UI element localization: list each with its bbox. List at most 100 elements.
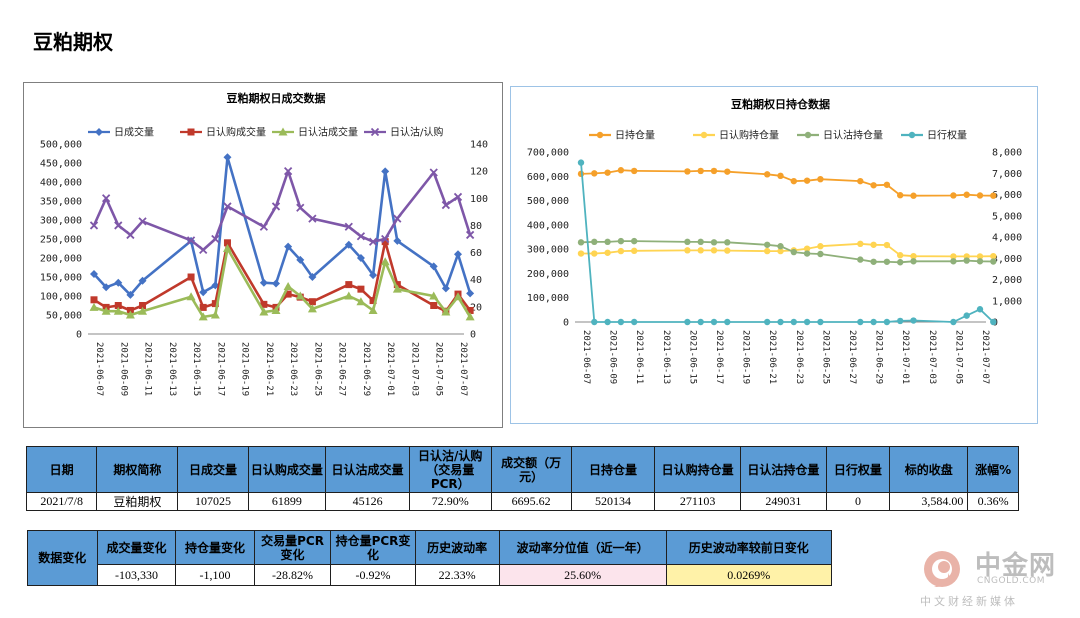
cell-put-oi: 249031 [739,492,827,511]
cell-volume: 107025 [177,492,249,511]
data-point [90,296,98,304]
data-point [356,232,366,241]
x-tick-label: 2021-07-01 [385,342,395,396]
y-right-tick-label: 80 [470,221,482,232]
cell-change-pct: 0.36% [967,492,1019,511]
data-point [604,249,611,256]
data-point [617,318,625,326]
data-point [897,252,904,259]
data-point [260,300,268,308]
data-point [126,290,135,299]
x-tick-label: 2021-06-09 [608,330,618,384]
data-point [101,194,111,203]
y-left-tick-label: 700,000 [527,148,569,159]
data-point [604,238,611,246]
data-point [102,283,111,292]
cell-option-name: 豆粕期权 [96,492,179,511]
y-left-tick-label: 150,000 [40,273,82,284]
data-point [870,318,877,326]
cell-historical-vol: 22.33% [414,564,500,586]
data-point [910,192,917,199]
data-point [803,177,811,184]
th-volume-pcr: 日认沽/认购（交易量PCR） [408,446,492,493]
data-point [466,306,474,314]
data-point [724,247,731,254]
data-point [465,230,475,240]
y-right-tick-label: 3,000 [992,254,1022,265]
data-point [356,254,365,262]
data-point [764,171,771,178]
table-row: 2021/7/8 豆粕期权 107025 61899 45126 72.90% … [25,492,1019,511]
data-point [381,234,390,244]
cell-put-volume: 45126 [325,492,410,511]
data-point [631,318,638,326]
data-point [577,250,585,257]
data-point [591,250,598,257]
data-point [724,239,731,246]
y-right-tick-label: 7,000 [992,169,1022,180]
data-point [114,221,123,230]
y-left-tick-label: 400,000 [527,220,569,231]
th-open-interest: 日持仓量 [570,446,656,493]
legend-marker [278,127,288,136]
data-point [393,214,402,223]
data-point [344,291,354,300]
data-point [296,255,305,264]
data-point [790,318,797,326]
data-point [283,282,293,290]
data-point [710,318,718,326]
table-header-row: 日期 期权简称 日成交量 日认购成交量 日认沽成交量 日认沽/认购（交易量PCR… [25,446,1019,493]
th-turnover: 成交额（万元） [490,446,572,493]
y-right-tick-label: 1,000 [992,296,1022,307]
data-point [631,247,638,255]
th-historical-vol: 历史波动率 [414,530,500,565]
legend-marker [596,131,604,139]
data-point [90,269,98,278]
data-point [138,306,148,315]
data-point [392,284,402,293]
x-tick-label: 2021-06-21 [264,342,274,396]
data-point [764,247,771,255]
th-option-name: 期权简称 [96,446,179,493]
data-point [604,169,611,176]
th-put-volume: 日认沽成交量 [325,446,410,493]
data-point [199,303,207,311]
data-point [114,302,122,309]
series-group [89,167,475,254]
cell-exercise: 0 [825,492,891,511]
data-point [356,297,366,306]
cell-open-interest: 520134 [570,492,656,511]
data-point [710,239,718,246]
x-tick-label: 2021-06-25 [312,342,322,396]
cell-underlying-close: 3,584.00 [889,492,969,511]
y-right-tick-label: 6,000 [992,190,1022,201]
data-point [369,271,378,280]
data-point [210,310,220,319]
data-change-table: 数据变化 成交量变化 持仓量变化 交易量PCR变化 持仓量PCR变化 历史波动率… [27,530,833,586]
data-point [138,217,147,226]
data-point [211,234,220,244]
series-group [89,244,475,321]
series-line [93,247,472,319]
cell-oi-pcr-change: -0.92% [330,564,416,586]
data-point [950,318,957,326]
legend-entry-label: 日认购成交量 [206,126,266,139]
data-point [369,297,377,305]
data-point [454,250,462,259]
data-point [199,245,208,254]
chart-title: 豆粕期权日成交数据 [227,91,326,105]
data-point [910,317,917,324]
x-tick-label: 2021-06-27 [847,330,857,384]
data-point [441,307,451,316]
data-point [308,273,317,281]
data-point [870,241,877,248]
x-tick-label: 2021-06-23 [288,342,298,396]
x-tick-label: 2021-06-29 [874,330,884,384]
data-point [857,256,864,263]
data-point [199,288,208,297]
data-point [990,318,997,326]
cell-turnover: 6695.62 [490,492,572,511]
x-tick-label: 2021-06-13 [167,342,177,396]
data-point [963,191,970,198]
data-point [870,258,877,265]
